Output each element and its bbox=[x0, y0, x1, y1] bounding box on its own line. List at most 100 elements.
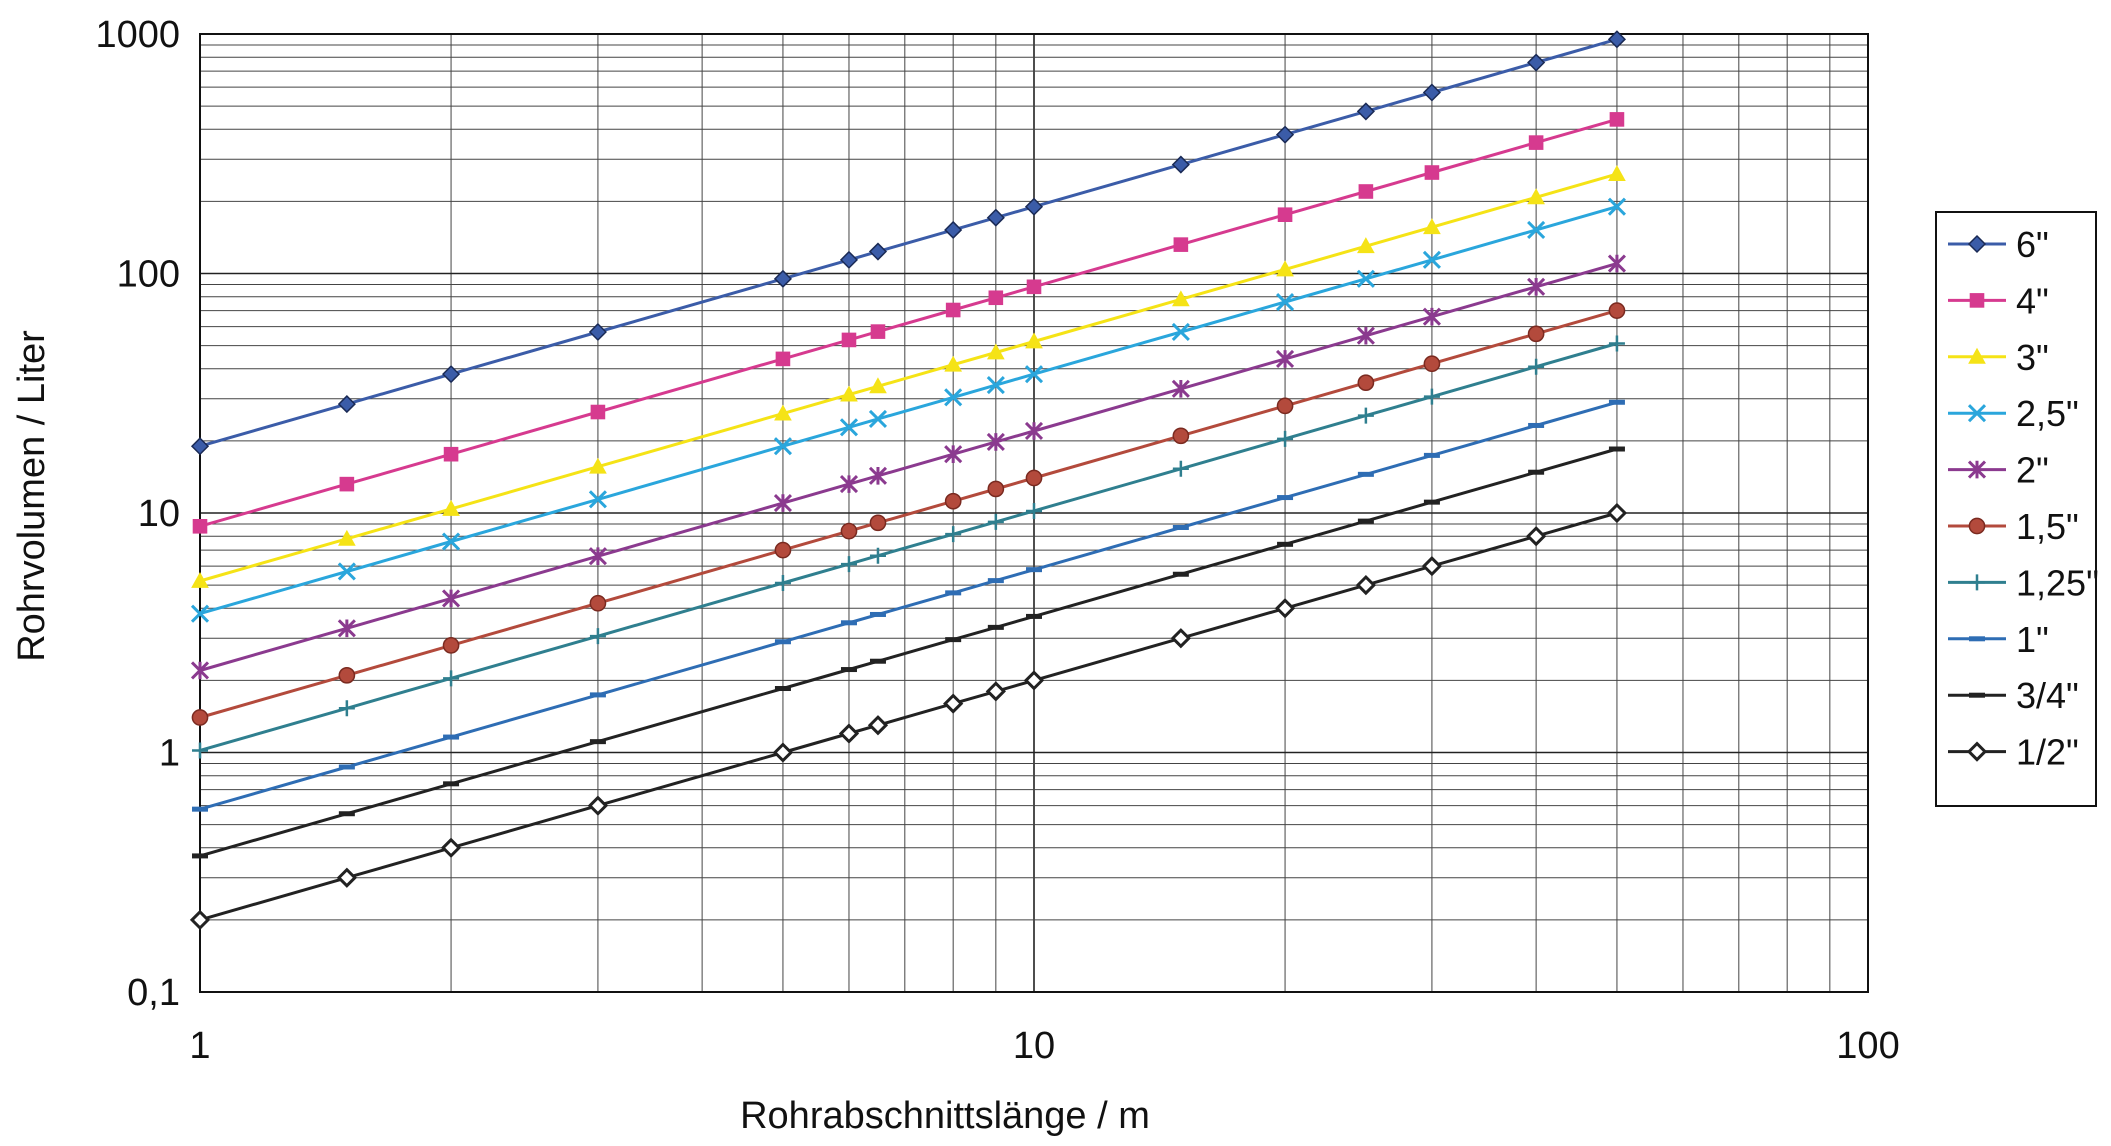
data-point bbox=[189, 909, 211, 931]
series-line bbox=[199, 342, 1618, 752]
data-point bbox=[338, 811, 355, 817]
legend-label: 1,25" bbox=[2016, 562, 2099, 603]
data-point bbox=[1171, 155, 1190, 174]
data-point bbox=[190, 604, 210, 623]
y-tick-label: 10 bbox=[138, 493, 180, 535]
data-point bbox=[1607, 197, 1627, 216]
y-axis-title: Rohrvolumen / Liter bbox=[11, 330, 53, 662]
data-point bbox=[987, 578, 1004, 584]
data-point bbox=[840, 620, 857, 626]
data-point bbox=[442, 499, 460, 516]
data-point bbox=[1275, 125, 1295, 144]
plot-area-frame bbox=[199, 33, 1869, 993]
data-point bbox=[1421, 556, 1443, 577]
series-4 bbox=[190, 254, 1627, 680]
data-point bbox=[774, 639, 791, 645]
data-point bbox=[441, 589, 461, 608]
data-point bbox=[1969, 574, 1985, 591]
data-point bbox=[337, 562, 356, 581]
data-point bbox=[1423, 355, 1441, 373]
data-point bbox=[1967, 404, 1987, 423]
data-point bbox=[1966, 741, 1988, 762]
data-point bbox=[986, 208, 1005, 227]
data-point bbox=[192, 518, 208, 534]
series-line bbox=[199, 447, 1618, 858]
data-point bbox=[1172, 427, 1190, 445]
data-point bbox=[988, 290, 1004, 306]
data-point bbox=[1422, 83, 1441, 102]
data-point bbox=[589, 457, 607, 474]
data-point bbox=[1170, 628, 1191, 649]
series-9 bbox=[189, 502, 1628, 931]
legend-label: 3" bbox=[2016, 337, 2049, 378]
data-point bbox=[1528, 135, 1544, 150]
x-tick-label: 1 bbox=[189, 1025, 210, 1067]
data-point bbox=[1357, 237, 1375, 254]
data-point bbox=[338, 764, 355, 770]
data-point bbox=[839, 475, 859, 494]
data-point bbox=[1173, 237, 1189, 252]
data-point bbox=[944, 388, 963, 407]
data-point bbox=[1609, 112, 1625, 127]
data-point bbox=[1969, 293, 1985, 308]
series-0 bbox=[190, 30, 1627, 456]
data-point bbox=[1026, 613, 1042, 619]
data-point bbox=[337, 395, 356, 414]
data-point bbox=[986, 376, 1005, 395]
data-point bbox=[1422, 307, 1441, 326]
data-point bbox=[985, 681, 1006, 702]
data-point bbox=[443, 781, 460, 787]
x-tick-label: 100 bbox=[1836, 1025, 1899, 1067]
data-point bbox=[1967, 234, 1987, 254]
data-point bbox=[336, 867, 357, 888]
data-point bbox=[1357, 374, 1375, 392]
data-point bbox=[1356, 269, 1375, 288]
data-point bbox=[589, 594, 607, 612]
data-point bbox=[986, 343, 1005, 360]
legend-label: 3/4" bbox=[2016, 675, 2079, 716]
legend-item: 3/4" bbox=[1948, 675, 2079, 716]
data-point bbox=[773, 269, 793, 288]
legend-item: 2,5" bbox=[1948, 393, 2079, 434]
data-point bbox=[443, 670, 460, 687]
data-point bbox=[1024, 197, 1044, 216]
data-point bbox=[869, 514, 887, 532]
data-point bbox=[441, 365, 461, 384]
data-point bbox=[440, 837, 462, 858]
legend-label: 1,5" bbox=[2016, 506, 2079, 547]
data-point bbox=[1357, 518, 1374, 524]
data-point bbox=[192, 806, 208, 812]
data-point bbox=[191, 571, 209, 588]
data-point bbox=[588, 322, 607, 342]
data-point bbox=[589, 628, 606, 645]
data-point bbox=[868, 409, 888, 429]
data-point bbox=[1275, 292, 1295, 312]
data-point bbox=[1527, 188, 1545, 205]
data-point bbox=[987, 624, 1004, 630]
legend-item: 2" bbox=[1948, 450, 2049, 491]
data-point bbox=[987, 480, 1005, 498]
data-point bbox=[338, 666, 356, 684]
data-point bbox=[338, 700, 355, 717]
data-point bbox=[1528, 469, 1545, 475]
data-point bbox=[1172, 524, 1189, 530]
data-point bbox=[1608, 302, 1626, 319]
data-point bbox=[587, 795, 609, 816]
data-point bbox=[590, 404, 606, 420]
data-point bbox=[945, 526, 962, 543]
data-point bbox=[840, 522, 858, 540]
data-point bbox=[190, 661, 210, 680]
data-point bbox=[1607, 30, 1627, 49]
data-point bbox=[1026, 279, 1042, 295]
data-point bbox=[839, 418, 859, 437]
data-point bbox=[1026, 502, 1042, 519]
data-point bbox=[945, 590, 962, 596]
data-point bbox=[870, 324, 886, 339]
data-point bbox=[443, 734, 460, 740]
legend-label: 2,5" bbox=[2016, 393, 2079, 434]
series-line bbox=[199, 172, 1618, 583]
y-tick-label: 1000 bbox=[95, 14, 180, 56]
y-tick-label: 1 bbox=[159, 733, 180, 775]
legend: 6" 4" 3" 2,5" 2" 1,5" 1,25" 1" 3/4" 1/2" bbox=[1935, 211, 2099, 807]
data-point bbox=[945, 637, 962, 643]
